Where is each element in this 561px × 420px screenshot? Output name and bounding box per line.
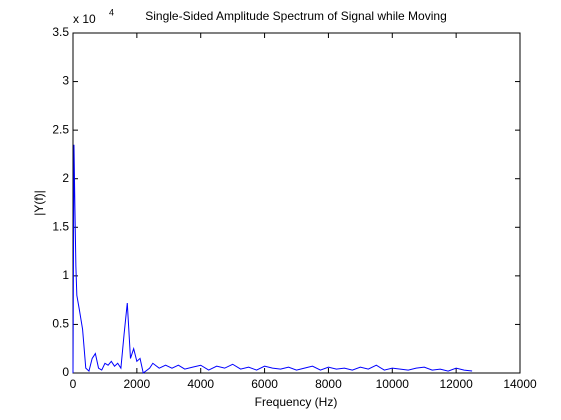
x-tick-label: 6000 [251,377,278,391]
x-tick-label: 2000 [124,377,151,391]
y-tick-label: 2 [62,171,69,185]
x-tick-label: 14000 [503,377,537,391]
x-axis-label: Frequency (Hz) [255,395,338,409]
chart-title: Single-Sided Amplitude Spectrum of Signa… [145,9,447,23]
y-tick-label: 0.5 [52,317,69,331]
line-series [72,144,473,374]
x-tick-label: 4000 [187,377,214,391]
y-axis-label: |Y(f)| [32,190,46,216]
y-tick-label: 3 [62,74,69,88]
y-tick-label: 1.5 [52,219,69,233]
y-tick-label: 1 [62,268,69,282]
y-tick-label: 2.5 [52,122,69,136]
y-tick-label: 3.5 [52,25,69,39]
x-tick-label: 0 [70,377,77,391]
x-tick-label: 8000 [315,377,342,391]
x-tick-label: 10000 [376,377,410,391]
y-multiplier-exponent: 4 [109,7,114,17]
x-tick-label: 12000 [439,377,473,391]
y-multiplier: x 10 [73,12,96,26]
plot-box [72,32,521,374]
y-tick-label: 0 [62,365,69,379]
